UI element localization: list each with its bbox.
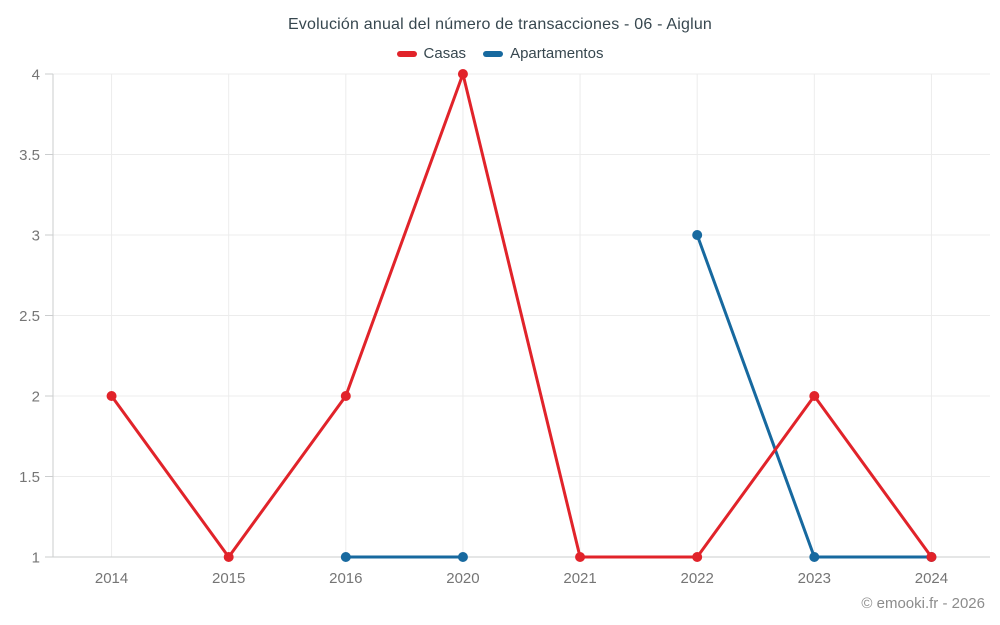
data-point-apartamentos-2020[interactable] [457,552,468,562]
legend-item-casas[interactable]: Casas [396,45,467,62]
y-tick-label: 1 [32,550,40,567]
series-line-casas [110,72,933,559]
x-tick-label: 2015 [212,570,245,587]
x-tick-label: 2020 [446,570,479,587]
legend-item-apartamentos[interactable]: Apartamentos [483,45,603,62]
data-point-casas-2024[interactable] [926,552,937,562]
legend: Casas Apartamentos [0,45,1000,62]
y-tick-label: 2 [32,389,40,406]
legend-label-apartamentos: Apartamentos [510,45,604,62]
data-point-casas-2022[interactable] [692,552,703,562]
apartamentos-series-swatch-icon [483,50,504,57]
casas-series-swatch-icon [396,50,417,57]
y-tick-label: 3 [32,228,40,245]
data-point-casas-2015[interactable] [223,552,234,562]
x-tick-label: 2016 [329,570,362,587]
x-tick-label: 2022 [681,570,714,587]
x-tick-label: 2023 [798,570,831,587]
data-point-apartamentos-2022[interactable] [692,230,703,240]
chart-title: Evolución anual del número de transaccio… [287,16,713,33]
y-tick-label: 4 [32,67,40,84]
data-point-casas-2016[interactable] [340,391,351,401]
data-point-casas-2014[interactable] [106,391,117,401]
x-tick-label: 2024 [915,570,948,587]
legend-label-casas: Casas [423,45,467,62]
x-tick-label: 2021 [563,570,596,587]
data-point-casas-2023[interactable] [809,391,820,401]
data-point-apartamentos-2023[interactable] [809,552,820,562]
y-tick-label: 1.5 [19,469,40,486]
data-point-casas-2020[interactable] [457,69,468,79]
y-tick-label: 3.5 [19,147,40,164]
data-point-casas-2021[interactable] [575,552,586,562]
y-tick-label: 2.5 [19,308,40,325]
copyright-watermark: © emooki.fr - 2026 [861,595,985,612]
data-point-apartamentos-2016[interactable] [340,552,351,562]
x-tick-label: 2014 [95,570,128,587]
